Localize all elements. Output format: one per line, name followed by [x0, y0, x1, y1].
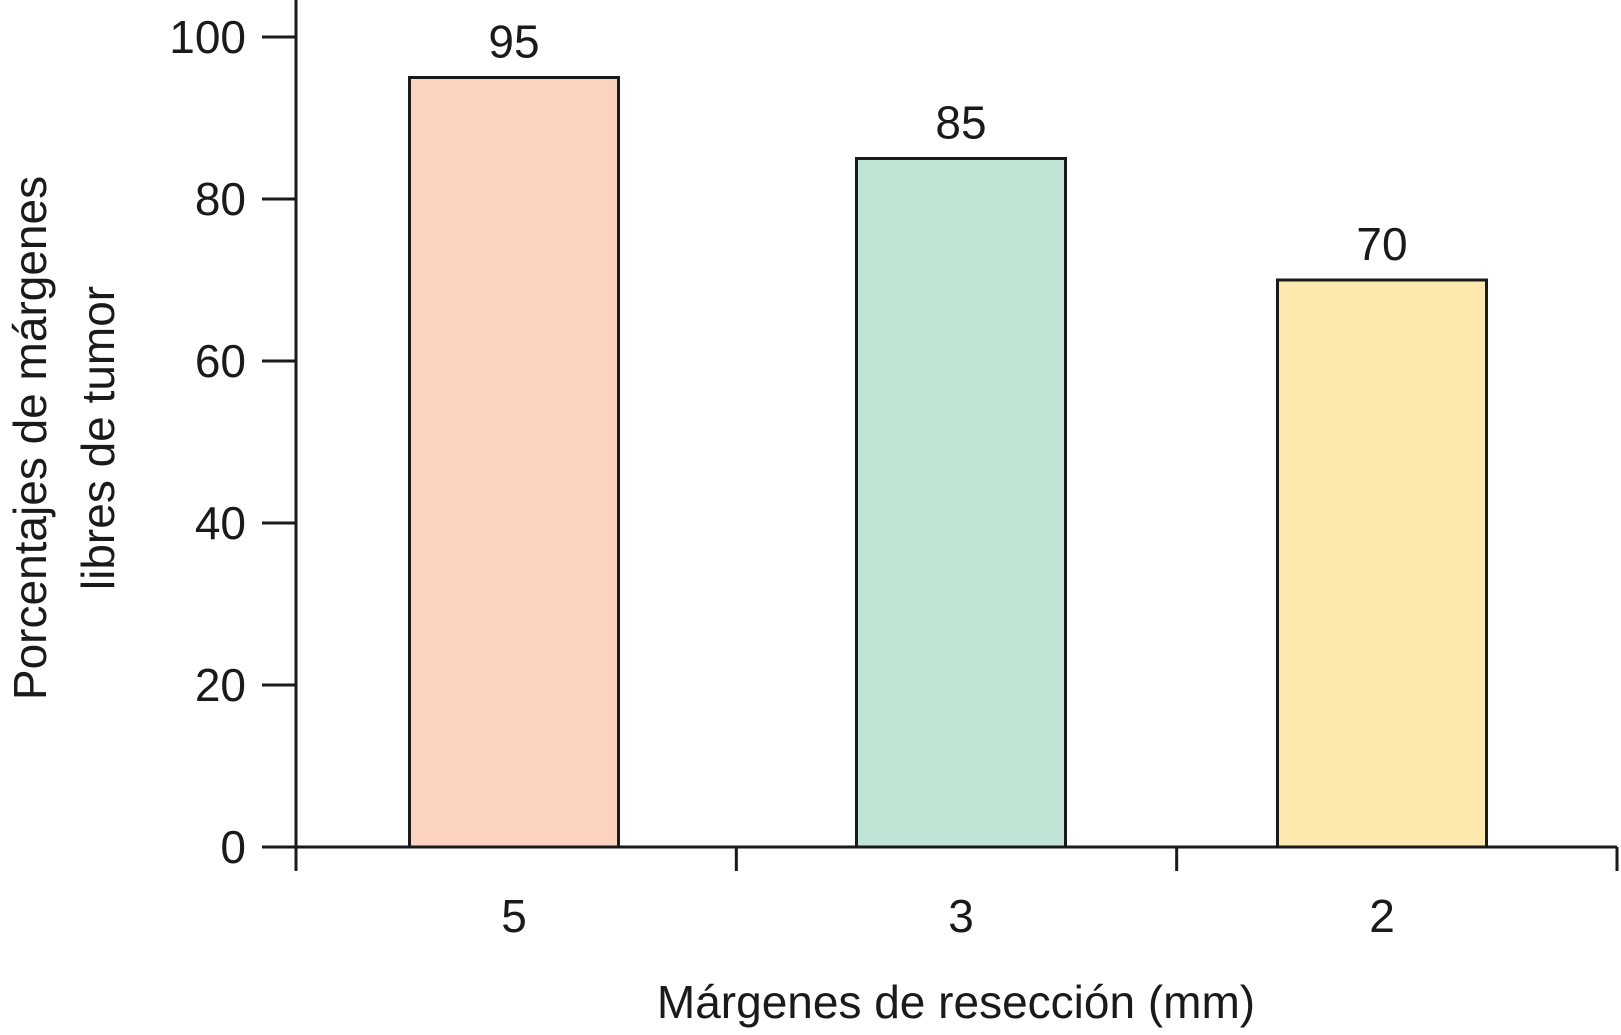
- y-tick-label: 80: [195, 173, 246, 225]
- y-axis-title-line-1: Porcentajes de márgenes: [4, 176, 56, 700]
- data-label: 85: [935, 97, 986, 149]
- y-tick-label: 100: [169, 11, 246, 63]
- bar-3: [855, 157, 1067, 849]
- data-label: 70: [1356, 218, 1407, 270]
- x-tick-label: 3: [948, 890, 974, 942]
- x-axis-title: Márgenes de resección (mm): [657, 976, 1255, 1028]
- y-tick-label: 40: [195, 497, 246, 549]
- y-axis-title-line-2: libres de tumor: [72, 286, 124, 590]
- bar-5: [408, 76, 620, 849]
- data-labels: 95 85 70: [488, 16, 1407, 271]
- x-axis: 5 3 2: [262, 845, 1619, 942]
- bars: [408, 76, 1488, 849]
- data-label: 95: [488, 16, 539, 68]
- y-tick-label: 0: [220, 821, 246, 873]
- x-tick-label: 5: [501, 890, 527, 942]
- x-tick-label: 2: [1369, 890, 1395, 942]
- bar-2: [1276, 278, 1488, 849]
- y-tick-label: 20: [195, 659, 246, 711]
- y-axis-title: Porcentajes de márgenes libres de tumor: [4, 176, 124, 700]
- y-axis: 0 20 40 60 80 100: [169, 0, 298, 873]
- y-tick-label: 60: [195, 335, 246, 387]
